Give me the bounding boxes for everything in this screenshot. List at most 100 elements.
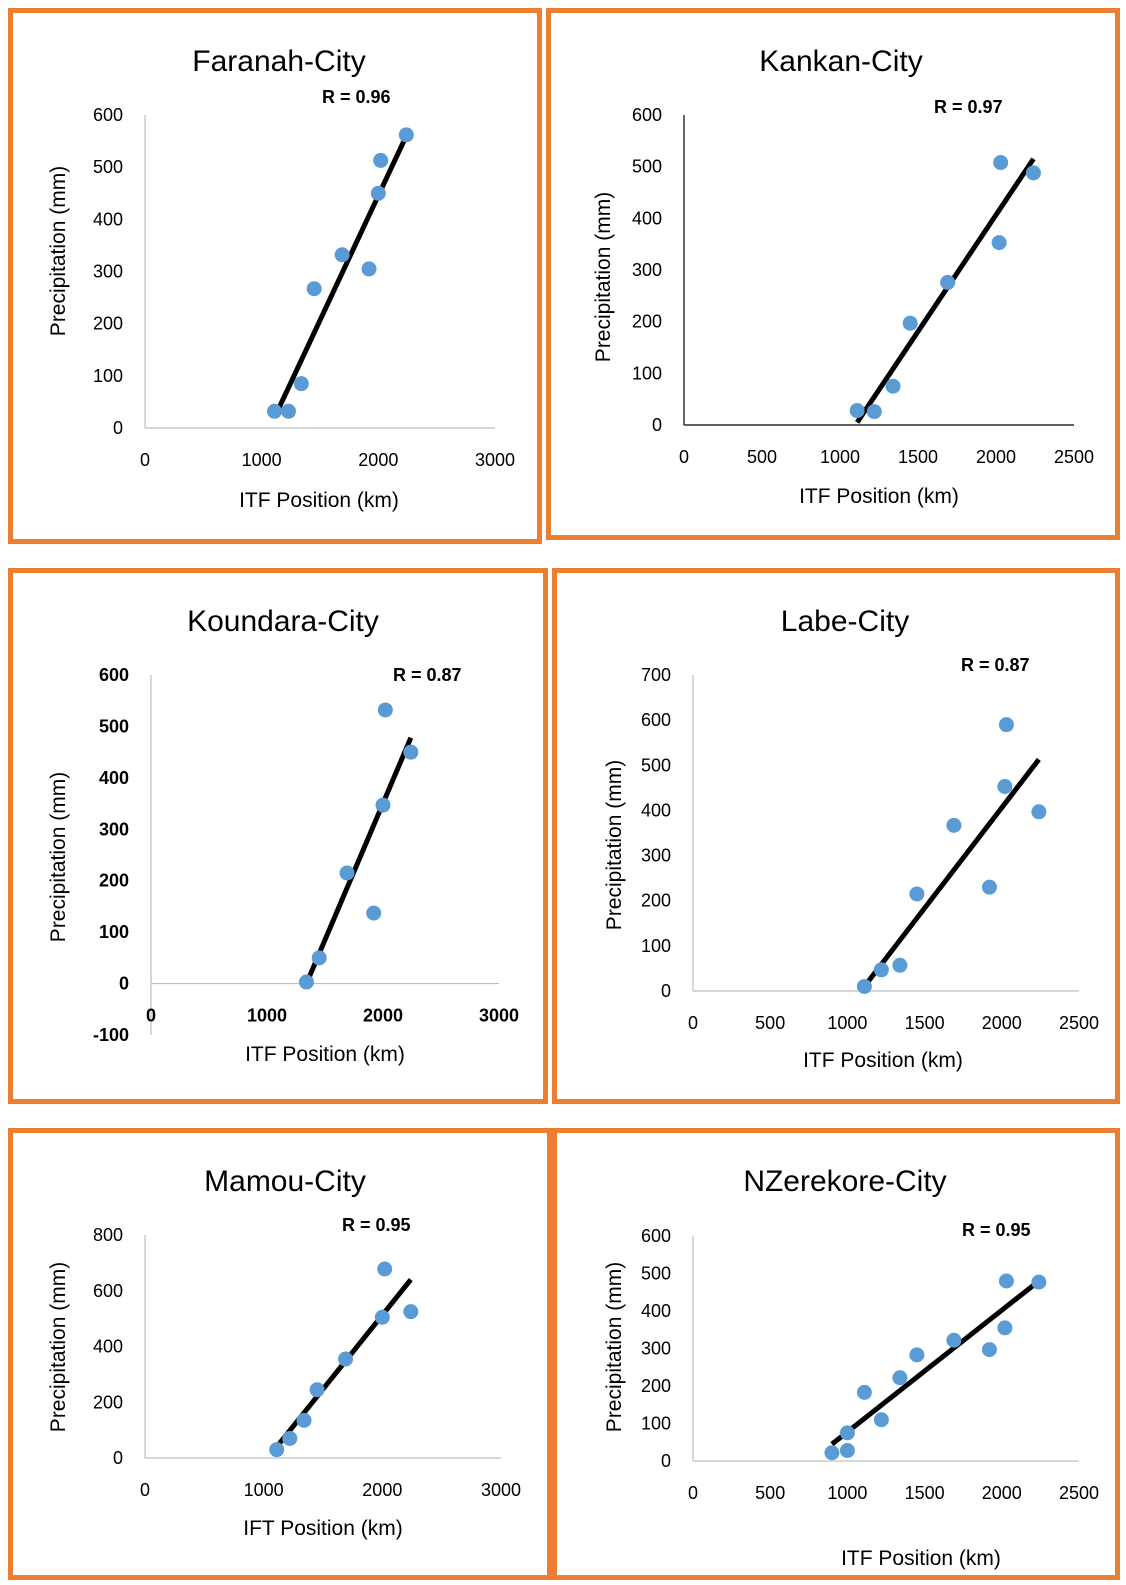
chart-panel-kankan: Kankan-City R = 0.97 Precipitation (mm) … <box>546 8 1120 540</box>
data-point <box>997 1320 1013 1336</box>
y-axis: 0 100 200 300 400 500 600 700 <box>641 665 694 1001</box>
y-axis-title: Precipitation (mm) <box>47 772 70 942</box>
data-point <box>377 702 393 718</box>
x-tick-label: 1000 <box>244 1480 284 1500</box>
data-point <box>403 1304 419 1320</box>
data-point <box>296 1412 312 1428</box>
x-tick-label: 2000 <box>982 1483 1022 1503</box>
x-axis-title: IFT Position (km) <box>243 1517 402 1540</box>
y-tick-label: 300 <box>641 846 671 866</box>
y-tick-label: 100 <box>641 936 671 956</box>
data-point <box>981 879 997 895</box>
y-tick-label: 600 <box>99 665 129 685</box>
chart-panel-koundara: Koundara-City R = 0.87 Precipitation (mm… <box>8 568 548 1104</box>
x-tick-label: 500 <box>755 1013 785 1033</box>
y-axis-title: Precipitation (mm) <box>47 1262 70 1432</box>
y-tick-label: 600 <box>632 105 662 125</box>
data-point <box>856 1384 872 1400</box>
data-point <box>339 865 355 881</box>
x-tick-label: 1000 <box>820 447 860 467</box>
x-axis-title: ITF Position (km) <box>239 489 399 512</box>
data-point <box>306 281 322 297</box>
chart-panel-labe: Labe-City R = 0.87 Precipitation (mm) IT… <box>552 568 1120 1104</box>
chart-panel-faranah: Faranah-City R = 0.96 Precipitation (mm)… <box>8 8 542 544</box>
data-point <box>403 744 419 760</box>
y-axis: 0 100 200 300 400 500 600 <box>93 105 146 438</box>
y-tick-label: 200 <box>93 1392 123 1412</box>
y-tick-label: 300 <box>99 819 129 839</box>
trendline <box>862 757 1041 989</box>
point-layer <box>298 702 419 990</box>
data-point <box>946 1332 962 1348</box>
x-axis: 0 500 1000 1500 2000 2500 <box>688 990 1099 1033</box>
y-tick-label: 600 <box>641 1226 671 1246</box>
x-axis-title: ITF Position (km) <box>799 485 959 508</box>
chart-svg-labe: Labe-City R = 0.87 Precipitation (mm) IT… <box>603 605 1099 1072</box>
data-point <box>873 1412 889 1428</box>
chart-title: NZerekore-City <box>743 1165 946 1198</box>
x-axis: 0 500 1000 1500 2000 2500 <box>679 424 1094 467</box>
x-tick-label: 0 <box>146 1006 156 1026</box>
x-tick-label: 2000 <box>976 447 1016 467</box>
y-tick-label: 200 <box>641 1376 671 1396</box>
y-tick-label: 200 <box>641 891 671 911</box>
x-axis-title: ITF Position (km) <box>245 1043 405 1066</box>
trendline <box>304 736 414 985</box>
data-point <box>281 403 296 419</box>
trendline-layer <box>830 1279 1041 1447</box>
r-annotation: R = 0.87 <box>961 655 1030 675</box>
y-axis-title: Precipitation (mm) <box>47 166 70 336</box>
data-point <box>377 1261 393 1277</box>
y-tick-label: 400 <box>641 1301 671 1321</box>
data-point <box>873 962 889 978</box>
chart-title: Mamou-City <box>204 1165 366 1198</box>
y-tick-label: 500 <box>93 157 123 177</box>
y-tick-label: 100 <box>641 1414 671 1434</box>
point-layer <box>269 1261 419 1458</box>
y-tick-label: 200 <box>93 314 123 334</box>
y-tick-label: 400 <box>641 800 671 820</box>
data-point <box>361 261 377 277</box>
y-tick-label: 0 <box>113 418 123 438</box>
chart-svg-nzerekore: NZerekore-City R = 0.95 Precipitation (m… <box>603 1165 1099 1570</box>
data-point <box>885 378 901 394</box>
data-point <box>981 1342 997 1358</box>
trendline-layer <box>304 736 414 985</box>
data-point <box>940 274 956 290</box>
x-tick-label: 0 <box>140 1480 150 1500</box>
y-tick-label: -100 <box>93 1025 129 1045</box>
y-axis: -100 0 100 200 300 400 500 600 <box>93 665 152 1045</box>
data-point <box>338 1351 354 1367</box>
data-point <box>993 155 1009 171</box>
data-point <box>267 403 282 419</box>
y-tick-label: 700 <box>641 665 671 685</box>
data-point <box>839 1425 855 1441</box>
x-axis: 0 1000 2000 3000 <box>146 982 519 1026</box>
y-tick-label: 200 <box>632 312 662 332</box>
y-tick-label: 200 <box>99 871 129 891</box>
data-point <box>991 235 1007 251</box>
x-tick-label: 3000 <box>475 450 515 470</box>
y-axis-title: Precipitation (mm) <box>592 192 615 362</box>
data-point <box>366 905 382 921</box>
x-tick-label: 1500 <box>898 447 938 467</box>
y-tick-label: 0 <box>661 1451 671 1471</box>
x-axis-title: ITF Position (km) <box>841 1547 1001 1570</box>
r-annotation: R = 0.95 <box>342 1215 411 1235</box>
data-point <box>946 817 962 833</box>
data-point <box>334 247 350 263</box>
r-annotation: R = 0.95 <box>962 1220 1031 1240</box>
x-axis-title: ITF Position (km) <box>803 1049 963 1072</box>
point-layer <box>824 1273 1047 1461</box>
x-tick-label: 1000 <box>247 1006 287 1026</box>
x-tick-label: 1000 <box>242 450 282 470</box>
y-tick-label: 500 <box>632 157 662 177</box>
data-point <box>866 404 882 420</box>
data-point <box>909 1347 925 1363</box>
y-tick-label: 500 <box>641 1264 671 1284</box>
chart-svg-faranah: Faranah-City R = 0.96 Precipitation (mm)… <box>47 45 515 512</box>
x-tick-label: 2500 <box>1059 1483 1099 1503</box>
chart-title: Labe-City <box>781 605 909 638</box>
data-point <box>1031 1274 1047 1290</box>
y-tick-label: 500 <box>641 755 671 775</box>
